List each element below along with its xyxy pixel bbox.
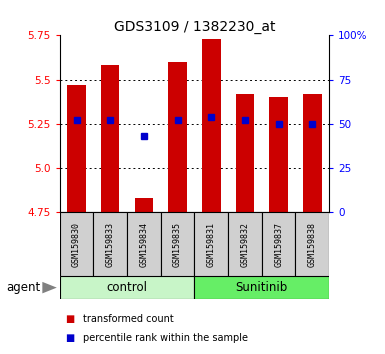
Text: GSM159831: GSM159831 [207,222,216,267]
Bar [161,212,194,276]
Bar [262,212,296,276]
Bar [101,65,119,212]
Bar [296,212,329,276]
Bar [93,212,127,276]
Polygon shape [42,282,57,293]
Bar [194,276,329,299]
Bar [135,198,153,212]
Bar [60,276,194,299]
Bar [67,85,86,212]
Text: Sunitinib: Sunitinib [236,281,288,294]
Text: GSM159834: GSM159834 [139,222,148,267]
Text: GSM159837: GSM159837 [274,222,283,267]
Text: transformed count: transformed count [83,314,174,324]
Text: percentile rank within the sample: percentile rank within the sample [83,333,248,343]
Text: GSM159838: GSM159838 [308,222,317,267]
Title: GDS3109 / 1382230_at: GDS3109 / 1382230_at [114,21,275,34]
Bar [168,62,187,212]
Bar [202,39,221,212]
Text: GSM159833: GSM159833 [106,222,115,267]
Bar [127,212,161,276]
Text: agent: agent [6,281,40,294]
Text: ■: ■ [65,314,75,324]
Text: ■: ■ [65,333,75,343]
Bar [303,94,321,212]
Bar [228,212,262,276]
Bar [194,212,228,276]
Bar [270,97,288,212]
Text: control: control [107,281,147,294]
Bar [236,94,254,212]
Text: GSM159835: GSM159835 [173,222,182,267]
Text: GSM159830: GSM159830 [72,222,81,267]
Text: GSM159832: GSM159832 [241,222,249,267]
Bar [60,212,93,276]
